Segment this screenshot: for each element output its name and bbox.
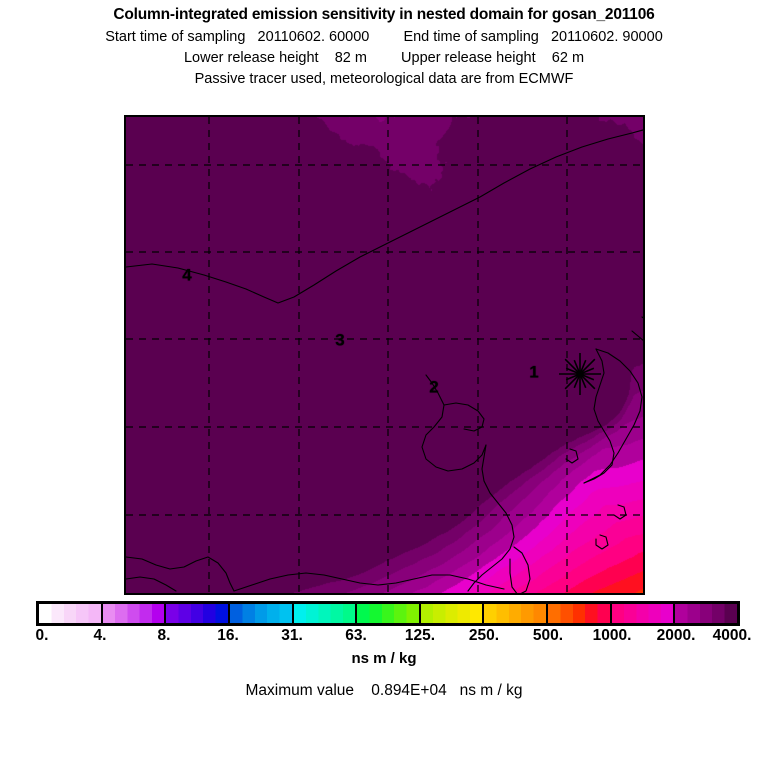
colorbar-segment-9 (611, 604, 676, 623)
colorbar-tick-7: 250. (468, 627, 500, 644)
lower-release-value: 82 m (334, 50, 367, 66)
colorbar-segment-5 (357, 604, 421, 623)
plume-label-2: 2 (429, 377, 439, 397)
colorbar-tick-0: 0. (35, 627, 49, 644)
colorbar-segment-4 (293, 604, 358, 623)
sampling-time-line: Start time of sampling 20110602. 60000 E… (0, 29, 768, 45)
colorbar-segment-8 (548, 604, 612, 623)
end-time-value: 20110602. 90000 (550, 29, 663, 45)
release-site-star (559, 353, 601, 395)
coastline-overlay (126, 129, 643, 593)
colorbar-units-label: ns m / kg (351, 650, 417, 667)
colorbar-segment-6 (420, 604, 485, 623)
colorbar-tick-11: 4000. (712, 627, 752, 644)
end-time-label: End time of sampling (403, 29, 539, 45)
colorbar-tick-6: 125. (404, 627, 436, 644)
plume-label-1: 1 (529, 362, 539, 382)
colorbar-tick-9: 1000. (592, 627, 632, 644)
colorbar-tick-10: 2000. (656, 627, 696, 644)
start-time-value: 20110602. 60000 (257, 29, 370, 45)
emission-sensitivity-field (126, 117, 643, 593)
page-title: Column-integrated emission sensitivity i… (113, 6, 655, 23)
colorbar-tick-4: 31. (281, 627, 303, 644)
colorbar-segment-7 (484, 604, 549, 623)
colorbar-tick-labels: 0. 4. 8. 16. 31. 63. 125. 250. 500. 1000. 2000. 400… (0, 627, 768, 649)
colorbar-segment-0 (39, 604, 103, 623)
tracer-note: Passive tracer used, meteorological data… (194, 71, 574, 87)
colorbar-tick-3: 16. (217, 627, 239, 644)
colorbar-segment-1 (102, 604, 167, 623)
maximum-value-units: ns m / kg (459, 682, 523, 699)
colorbar-segment-10 (675, 604, 738, 623)
colorbar-tick-1: 4. (93, 627, 107, 644)
plume-label-3: 3 (335, 330, 345, 350)
lower-release-label: Lower release height (183, 50, 319, 66)
maximum-value-number: 0.894E+04 (371, 682, 447, 699)
plume-label-4: 4 (182, 265, 192, 285)
maximum-value-label: Maximum value (245, 682, 355, 699)
gridline-overlay (126, 117, 643, 593)
colorbar-segment-2 (166, 604, 230, 623)
upper-release-label: Upper release height (401, 50, 536, 66)
start-time-label: Start time of sampling (105, 29, 246, 45)
release-height-line: Lower release height 82 m Upper release … (0, 50, 768, 66)
figure-header: Column-integrated emission sensitivity i… (0, 0, 768, 87)
upper-release-value: 62 m (551, 50, 585, 66)
colorbar (36, 601, 740, 626)
plot-inner: 4 3 2 1 (126, 117, 643, 593)
colorbar-segment-3 (229, 604, 294, 623)
maximum-value-caption: Maximum value 0.894E+04 ns m / kg (0, 682, 768, 700)
colorbar-tick-5: 63. (345, 627, 367, 644)
map-plot-area[interactable]: 4 3 2 1 (124, 115, 645, 595)
colorbar-tick-8: 500. (532, 627, 564, 644)
colorbar-tick-2: 8. (157, 627, 171, 644)
